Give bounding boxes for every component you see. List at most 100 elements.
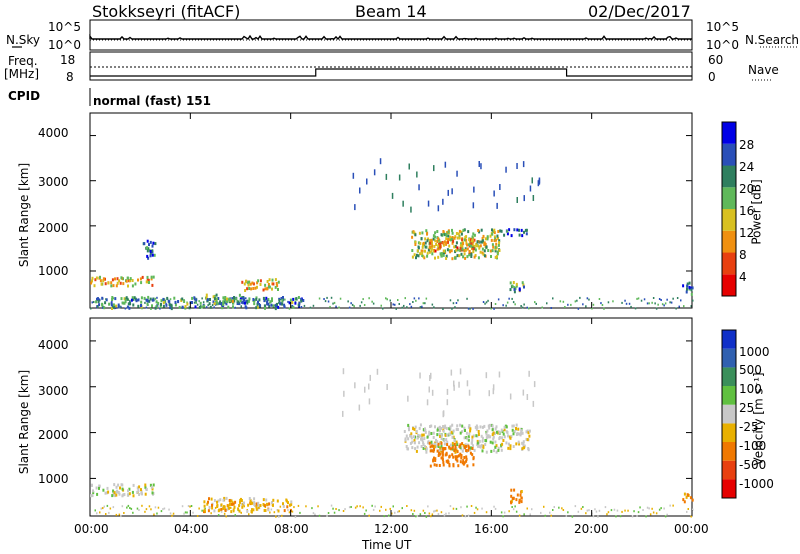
power-panel-cell bbox=[225, 302, 228, 306]
power-panel-cell bbox=[274, 307, 277, 311]
power-panel-cell bbox=[446, 248, 449, 252]
power-panel-cell bbox=[110, 284, 113, 288]
power-panel-cell bbox=[133, 296, 136, 300]
velocity-panel-ground-cell bbox=[666, 513, 668, 516]
velocity-panel-ground-cell bbox=[631, 515, 634, 518]
power-panel-cell bbox=[685, 290, 688, 294]
power-panel-cell bbox=[515, 282, 518, 286]
velocity-panel-streak bbox=[442, 410, 445, 417]
velocity-panel-cell bbox=[113, 491, 116, 495]
velocity-panel-cell bbox=[468, 432, 471, 436]
velocity-panel-cell bbox=[461, 442, 464, 446]
power-panel-cell bbox=[448, 244, 451, 248]
velocity-panel-ground-cell bbox=[127, 504, 130, 507]
velocity-panel-cell bbox=[438, 451, 440, 455]
power-panel-cell bbox=[186, 302, 189, 306]
velocity-panel-ground-cell bbox=[526, 507, 528, 510]
velocity-panel-cell bbox=[510, 501, 513, 505]
velocity-panel-ground-cell bbox=[141, 504, 143, 507]
power-panel-cell bbox=[256, 302, 259, 306]
power-panel-cell bbox=[436, 247, 439, 251]
velocity-panel-streak bbox=[446, 399, 449, 406]
velocity-panel-cell bbox=[418, 426, 421, 430]
velocity-panel-ground-cell bbox=[518, 514, 521, 517]
power-panel-cell bbox=[247, 299, 250, 303]
power-panel-cell bbox=[149, 250, 152, 253]
power-panel-streak bbox=[398, 174, 401, 181]
velocity-panel-ground-cell bbox=[214, 506, 217, 509]
velocity-panel-cell bbox=[422, 447, 425, 450]
power-panel-cell bbox=[140, 304, 143, 307]
velocity-panel-cell bbox=[458, 444, 461, 448]
velocity-panel-cell bbox=[250, 510, 253, 513]
velocity-panel-cell bbox=[115, 490, 118, 494]
velocity-panel-cell bbox=[287, 501, 289, 505]
velocity-panel-cell bbox=[207, 509, 210, 513]
xtick: 08:00 bbox=[274, 522, 309, 536]
velocity-panel-streak bbox=[533, 381, 536, 388]
velocity-panel-streak bbox=[526, 394, 529, 400]
power-panel-cell bbox=[283, 303, 286, 307]
velocity-panel-cell bbox=[117, 483, 120, 487]
power-panel-cell bbox=[495, 246, 498, 250]
power-panel-cell bbox=[90, 281, 93, 285]
velocity-panel-cell bbox=[118, 492, 121, 496]
power-panel-streak bbox=[537, 180, 540, 187]
power-panel-ground-cell bbox=[472, 307, 474, 310]
power-panel-cell bbox=[435, 243, 438, 246]
velocity-panel-cell bbox=[520, 490, 523, 493]
velocity-panel-cell bbox=[509, 447, 512, 451]
freq-frame bbox=[89, 51, 693, 81]
power-panel-cell bbox=[433, 249, 436, 253]
power-panel-ground-cell bbox=[511, 297, 513, 300]
velocity-panel-cell bbox=[500, 428, 503, 432]
velocity-panel-ground-cell bbox=[105, 513, 107, 515]
power-panel-ground-cell bbox=[409, 303, 411, 306]
velocity-panel-ground-cell bbox=[428, 512, 431, 515]
velocity-panel-ground-cell bbox=[651, 507, 653, 510]
power-panel-cell bbox=[497, 236, 499, 240]
power-panel-streak bbox=[505, 166, 507, 173]
power-panel-cell bbox=[148, 299, 151, 303]
velocity-panel-cell bbox=[415, 429, 418, 433]
velocity-panel-ground-cell bbox=[293, 506, 295, 509]
velocity-panel-streak bbox=[368, 383, 370, 390]
velocity-panel-cell bbox=[472, 463, 475, 467]
nsky-trace bbox=[89, 34, 692, 41]
power-panel-cell bbox=[506, 229, 509, 233]
velocity-panel-cell bbox=[494, 427, 497, 431]
velocity-panel-ground-cell bbox=[335, 508, 337, 510]
power-panel-cell bbox=[274, 285, 277, 289]
velocity-panel-cell bbox=[442, 448, 445, 452]
power-panel-cell bbox=[267, 298, 270, 301]
power-ytick-2000: 2000 bbox=[38, 221, 69, 235]
power-panel-cell bbox=[181, 297, 184, 301]
vel-cbar-tick: 100 bbox=[739, 382, 762, 396]
velocity-panel-cell bbox=[481, 436, 484, 440]
power-panel-cell bbox=[96, 305, 99, 308]
velocity-panel-ground-cell bbox=[690, 515, 692, 518]
velocity-panel-cell bbox=[422, 433, 425, 437]
power-panel-streak bbox=[418, 184, 420, 191]
power-panel-cell bbox=[411, 235, 414, 239]
power-panel-ground-cell bbox=[141, 307, 143, 310]
xtick: 20:00 bbox=[574, 522, 609, 536]
velocity-panel-cell bbox=[526, 429, 529, 433]
velocity-panel-streak bbox=[354, 382, 356, 389]
power-panel-cell bbox=[222, 296, 225, 300]
power-panel-cell bbox=[516, 228, 519, 232]
velocity-panel-cell bbox=[483, 424, 486, 428]
nave-tick-high: 60 bbox=[708, 53, 724, 67]
power-panel-cell bbox=[237, 300, 240, 304]
velocity-panel-cell bbox=[407, 447, 409, 451]
power-panel-ground-cell bbox=[217, 302, 220, 305]
velocity-panel-cell bbox=[510, 488, 513, 492]
velocity-panel-ground-cell bbox=[288, 511, 291, 514]
power-panel-cell bbox=[424, 249, 426, 253]
velocity-panel-cell bbox=[469, 427, 472, 431]
velocity-panel-cell bbox=[136, 490, 139, 494]
velocity-panel-cell bbox=[468, 446, 470, 450]
velocity-panel-cell bbox=[251, 501, 254, 505]
velocity-panel-ground-cell bbox=[327, 512, 330, 514]
velocity-panel-cell bbox=[470, 441, 473, 445]
